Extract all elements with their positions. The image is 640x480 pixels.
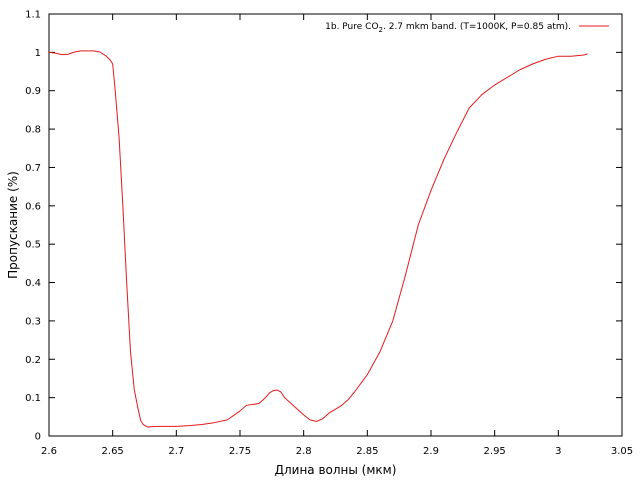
y-axis-title: Пропускание (%) (6, 171, 20, 279)
x-tick-label: 2.85 (356, 446, 378, 457)
y-tick-label: 0.4 (25, 278, 41, 289)
y-tick-label: 1 (35, 48, 41, 59)
x-tick-label: 2.7 (168, 446, 184, 457)
x-axis-title: Длина волны (мкм) (275, 463, 397, 477)
x-axis: 2.6 2.65 2.7 2.75 2.8 2.85 2.9 2.95 3 3.05 (41, 14, 633, 457)
y-tick-label: 0.1 (25, 393, 41, 404)
y-axis: 0 0.1 0.2 0.3 0.4 0.5 0.6 0.7 0.8 0.9 1 1.1 (25, 10, 622, 443)
legend-label: 1b. Pure CO2. 2.7 mkm band. (T=1000K, P=… (325, 22, 571, 34)
y-tick-label: 0.8 (25, 125, 41, 136)
y-tick-label: 1.1 (25, 10, 41, 21)
x-tick-label: 2.75 (229, 446, 251, 457)
y-tick-label: 0.7 (25, 163, 41, 174)
legend: 1b. Pure CO2. 2.7 mkm band. (T=1000K, P=… (325, 22, 609, 34)
x-tick-label: 2.8 (296, 446, 312, 457)
x-tick-label: 2.9 (423, 446, 439, 457)
y-tick-label: 0.6 (25, 201, 41, 212)
x-tick-label: 2.65 (102, 446, 124, 457)
y-tick-label: 0.3 (25, 316, 41, 327)
x-tick-label: 3 (555, 446, 561, 457)
x-tick-label: 2.95 (484, 446, 506, 457)
legend-label-subscript: 2 (379, 26, 383, 34)
y-tick-label: 0.2 (25, 355, 41, 366)
x-tick-label: 2.6 (41, 446, 57, 457)
legend-label-part-1: 1b. Pure CO (325, 22, 378, 32)
y-tick-label: 0 (35, 432, 41, 443)
legend-label-part-2: . 2.7 mkm band. (T=1000K, P=0.85 atm). (383, 22, 571, 32)
plot-frame (48, 13, 623, 437)
x-tick-label: 3.05 (611, 446, 633, 457)
series-layer (48, 50, 588, 428)
series-line-transmission (48, 50, 588, 428)
y-tick-label: 0.9 (25, 86, 41, 97)
y-tick-label: 0.5 (25, 240, 41, 251)
